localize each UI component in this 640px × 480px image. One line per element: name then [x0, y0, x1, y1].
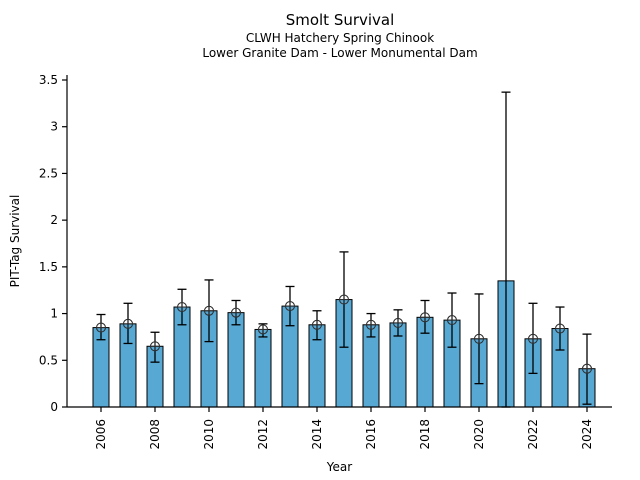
x-tick-label: 2008	[148, 419, 162, 450]
y-tick-label: 2	[50, 213, 58, 227]
y-axis-label: PIT-Tag Survival	[8, 195, 22, 288]
y-tick-label: 1.5	[39, 260, 58, 274]
x-tick-label: 2024	[580, 419, 594, 450]
chart-subtitle-line2: Lower Granite Dam - Lower Monumental Dam	[202, 46, 478, 60]
x-axis-label: Year	[326, 460, 352, 474]
x-tick-label: 2016	[364, 419, 378, 450]
bar-2012	[254, 328, 272, 408]
x-tick-label: 2006	[94, 419, 108, 450]
y-tick-label: 1	[50, 307, 58, 321]
y-tick-label: 0.5	[39, 353, 58, 367]
y-tick-label: 3.5	[39, 73, 58, 87]
chart-subtitle-line1: CLWH Hatchery Spring Chinook	[245, 31, 435, 45]
x-tick-label: 2014	[310, 419, 324, 450]
y-tick-label: 2.5	[39, 166, 58, 180]
bar-2011	[227, 312, 245, 408]
y-tick-label: 0	[50, 400, 58, 414]
x-tick-label: 2022	[526, 419, 540, 450]
y-tick-label: 3	[50, 120, 58, 134]
chart-title: Smolt Survival	[285, 11, 395, 29]
x-tick-label: 2020	[472, 419, 486, 450]
x-tick-label: 2010	[202, 419, 216, 450]
x-tick-label: 2012	[256, 419, 270, 450]
x-tick-label: 2018	[418, 419, 432, 450]
